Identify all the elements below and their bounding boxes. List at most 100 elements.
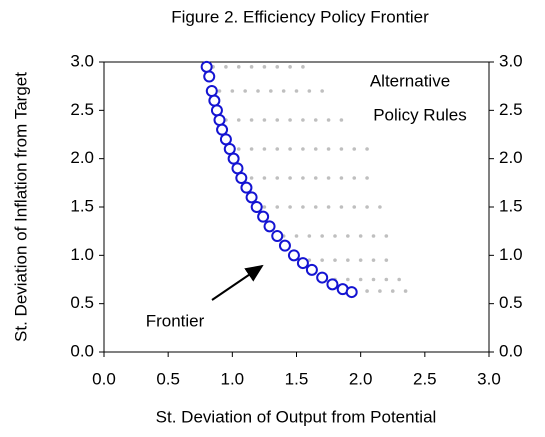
policy-point [275,65,280,69]
policy-point [320,234,324,238]
y2-tick-label: 0.0 [499,341,523,360]
policy-point [320,89,324,93]
policy-point [275,176,280,180]
policy-point [301,65,305,69]
policy-point [262,118,267,122]
arrow [211,264,264,301]
y2-tick-label: 2.5 [499,100,523,119]
policy-point [217,89,222,93]
policy-point [371,277,376,282]
policy-point [365,147,369,151]
policy-point [288,65,292,69]
policy-point [275,205,280,209]
policy-point [397,277,401,282]
frontier-point [305,263,318,276]
frontier-point [271,230,284,242]
policy-point [326,176,331,180]
policy-point [301,176,305,180]
frontier-point [213,114,226,126]
policy-point [326,118,331,122]
policy-point [301,118,305,122]
policy-point [243,89,247,93]
frontier-point [240,181,253,194]
policy-point [358,277,363,282]
x-tick-label: 2.5 [413,369,437,388]
policy-point [307,234,312,238]
y-tick-label: 0.0 [70,341,94,360]
policy-point [333,258,337,262]
policy-point [403,289,408,293]
policy-point [262,147,267,151]
y2-tick-label: 3.0 [499,51,523,70]
policy-point [378,205,382,209]
frontier-point [287,249,300,262]
y2-tick-label: 1.0 [499,245,523,264]
policy-point [384,258,389,262]
policy-point [352,147,357,151]
frontier-point [205,85,218,97]
policy-point [326,205,331,209]
policy-point [365,176,369,180]
policy-point [301,147,305,151]
policy-point [358,234,363,238]
policy-point [346,258,350,262]
y-tick-label: 1.0 [70,245,94,264]
policy-point [313,118,318,122]
policy-point [313,205,318,209]
policy-point [294,234,299,238]
policy-point [301,205,305,209]
frontier-point [257,210,270,223]
policy-point [346,234,350,238]
frontier-point [296,257,309,270]
policy-point [249,118,254,122]
policy-point [262,205,267,209]
policy-point [230,89,235,93]
frontier-point [316,271,329,284]
policy-point [371,258,376,262]
frontier-point [208,94,221,107]
y2-tick-label: 1.5 [499,196,523,215]
annotation: Alternative [370,71,450,90]
policy-point [313,176,318,180]
y-tick-label: 2.0 [70,148,94,167]
policy-point [236,147,241,151]
policy-point [346,277,350,282]
x-tick-label: 2.0 [349,369,373,388]
policy-point [262,65,267,69]
y-tick-label: 1.5 [70,196,94,215]
policy-point [352,205,357,209]
policy-point [307,89,312,93]
policy-point [339,118,344,122]
policy-point [262,176,267,180]
frontier-point [231,162,244,175]
policy-point [365,289,369,293]
policy-point [320,258,324,262]
frontier-point [223,143,236,155]
frontier-point [345,286,358,299]
policy-point [288,147,292,151]
policy-point [269,89,273,93]
policy-point [249,147,254,151]
policy-point [288,205,292,209]
frontier-point [219,133,232,146]
policy-point [288,176,292,180]
policy-point [249,176,254,180]
annotation: Frontier [146,311,205,330]
policy-point [384,277,389,282]
policy-point [224,65,228,69]
policy-point [339,147,344,151]
y-tick-label: 3.0 [70,51,94,70]
policy-point [313,147,318,151]
frontier-point [250,201,263,213]
policy-point [275,147,280,151]
policy-point [378,289,382,293]
annotation: Policy Rules [373,105,467,124]
frontier-point [326,278,339,291]
policy-point [256,89,260,93]
policy-point [339,176,344,180]
x-tick-label: 1.5 [285,369,309,388]
policy-point [384,234,389,238]
frontier-point [235,172,248,184]
policy-point [249,65,254,69]
